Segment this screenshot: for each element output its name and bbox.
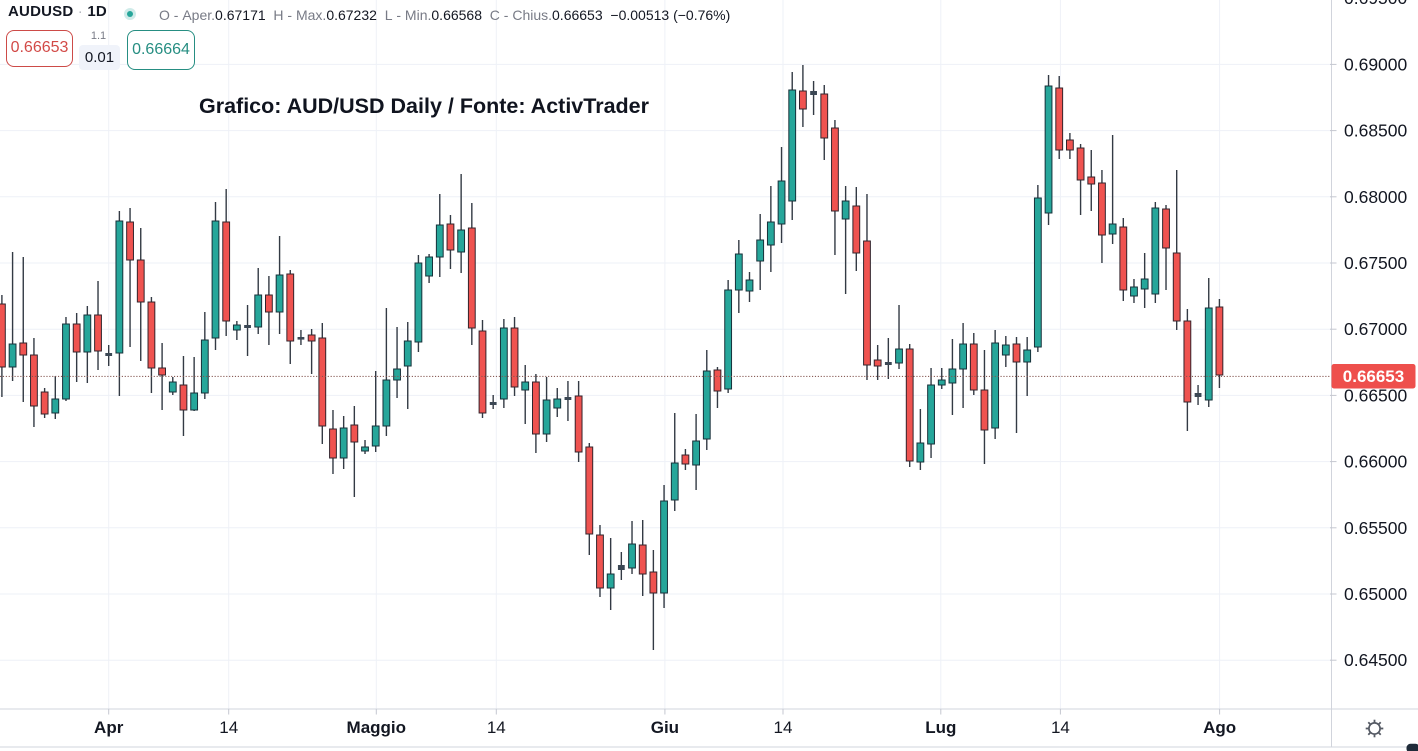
svg-text:Apr: Apr [94, 718, 124, 737]
svg-text:14: 14 [774, 718, 793, 737]
svg-text:Maggio: Maggio [347, 718, 407, 737]
svg-text:Lug: Lug [925, 718, 956, 737]
svg-text:Giu: Giu [651, 718, 679, 737]
svg-text:0.64500: 0.64500 [1344, 650, 1408, 670]
svg-text:0.69000: 0.69000 [1344, 54, 1408, 74]
svg-text:0.67000: 0.67000 [1344, 319, 1408, 339]
svg-text:14: 14 [1051, 718, 1070, 737]
svg-text:0.65500: 0.65500 [1344, 518, 1408, 538]
svg-text:14: 14 [219, 718, 238, 737]
svg-text:Ago: Ago [1203, 718, 1236, 737]
svg-text:0.69500: 0.69500 [1344, 0, 1408, 8]
svg-text:0.66500: 0.66500 [1344, 385, 1408, 405]
svg-text:0.68500: 0.68500 [1344, 121, 1408, 141]
svg-text:14: 14 [487, 718, 506, 737]
svg-text:0.66000: 0.66000 [1344, 452, 1408, 472]
svg-text:0.67500: 0.67500 [1344, 253, 1408, 273]
svg-text:0.68000: 0.68000 [1344, 187, 1408, 207]
svg-text:0.65000: 0.65000 [1344, 584, 1408, 604]
svg-text:0.66653: 0.66653 [1343, 367, 1404, 386]
